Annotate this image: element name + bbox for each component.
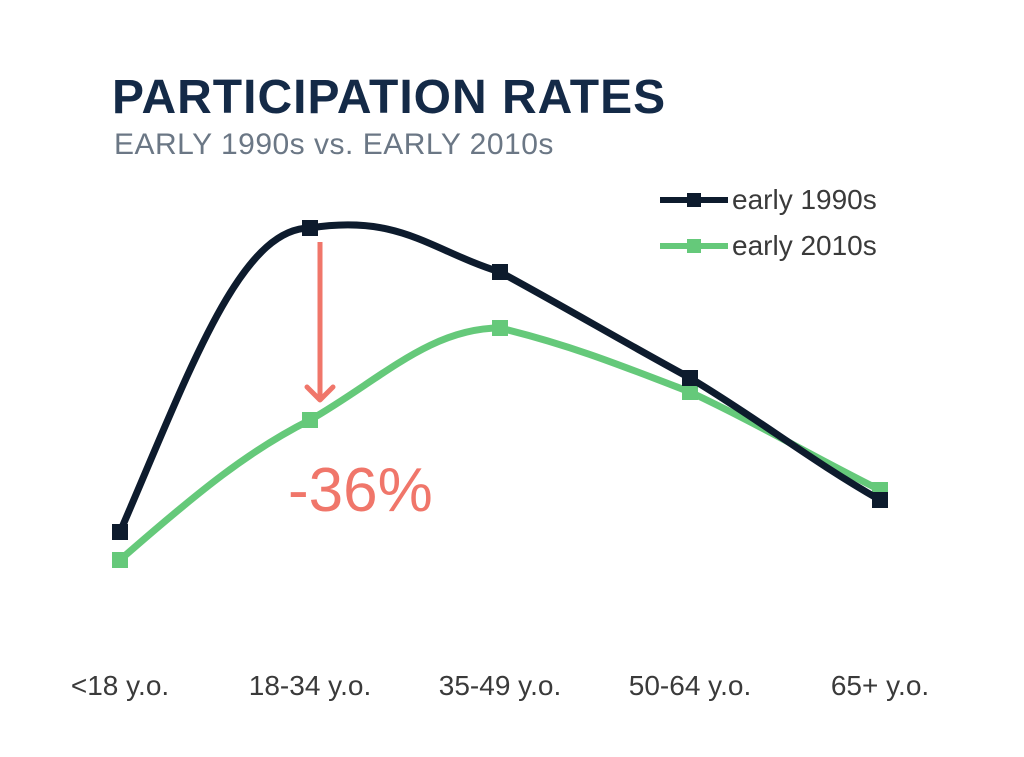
series-marker: [112, 552, 128, 568]
legend-swatch: [660, 236, 728, 256]
legend-item: early 1990s: [660, 184, 877, 216]
series-marker: [492, 320, 508, 336]
x-axis-label: 65+ y.o.: [831, 670, 929, 702]
series-marker: [302, 412, 318, 428]
callout-percent: -36%: [288, 455, 433, 526]
series-marker: [682, 384, 698, 400]
x-axis-label: <18 y.o.: [71, 670, 169, 702]
series-marker: [872, 492, 888, 508]
series-marker: [112, 524, 128, 540]
series-marker: [682, 370, 698, 386]
legend-label: early 1990s: [732, 184, 877, 216]
x-axis-label: 50-64 y.o.: [629, 670, 751, 702]
series-marker: [492, 264, 508, 280]
x-axis-label: 18-34 y.o.: [249, 670, 371, 702]
legend: early 1990s early 2010s: [660, 184, 877, 262]
legend-label: early 2010s: [732, 230, 877, 262]
x-axis-label: 35-49 y.o.: [439, 670, 561, 702]
legend-swatch: [660, 190, 728, 210]
plot-svg: [0, 0, 1024, 757]
legend-item: early 2010s: [660, 230, 877, 262]
chart-canvas: PARTICIPATION RATES EARLY 1990s vs. EARL…: [0, 0, 1024, 757]
series-line: [120, 328, 880, 560]
series-marker: [302, 220, 318, 236]
